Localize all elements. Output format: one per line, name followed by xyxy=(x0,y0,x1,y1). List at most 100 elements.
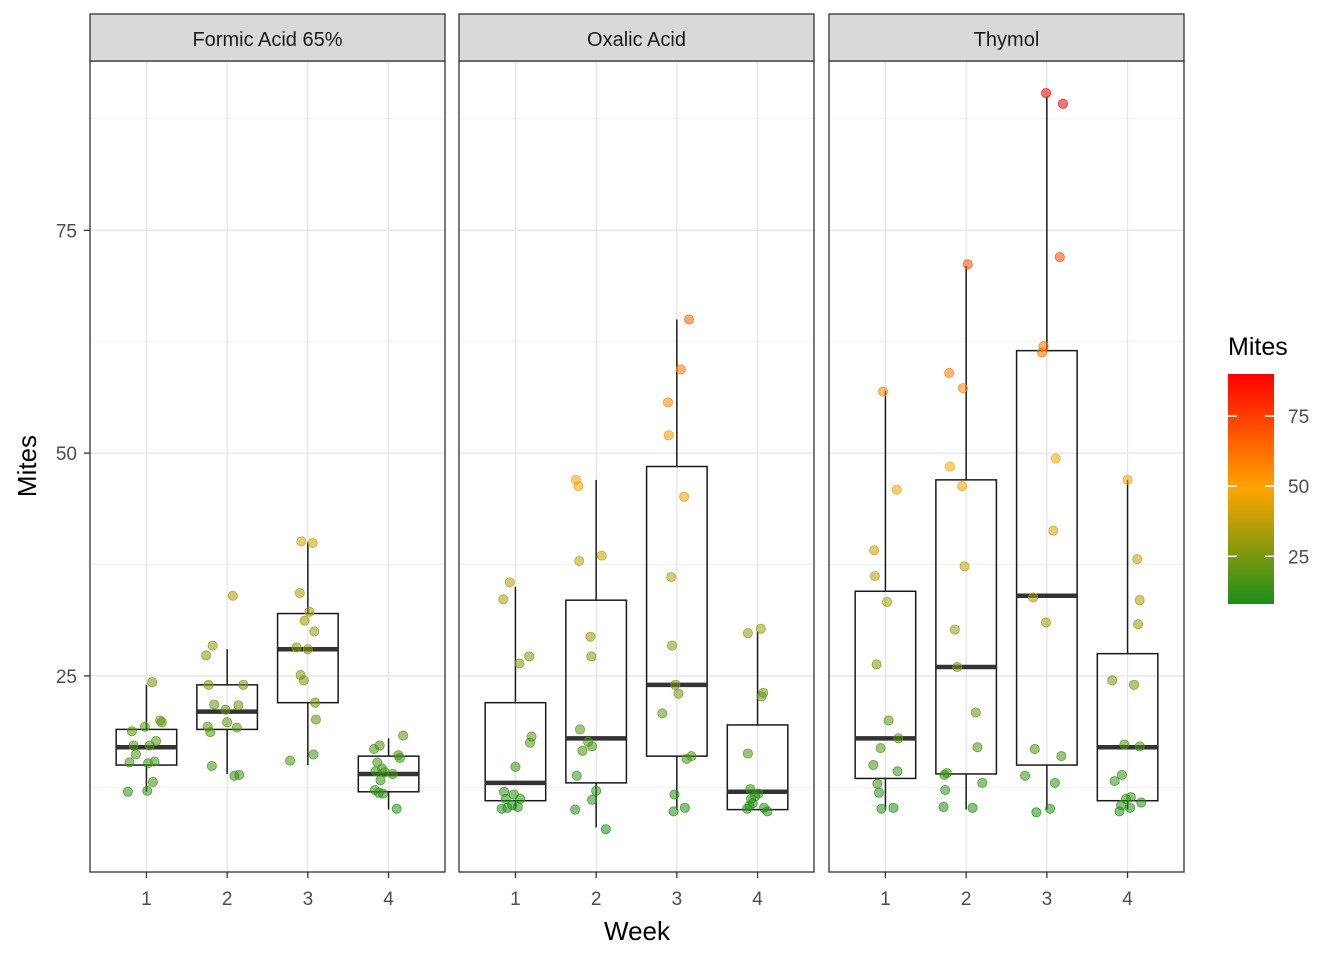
data-point xyxy=(591,785,602,796)
facet-strip xyxy=(89,13,446,62)
y-axis-title: Mites xyxy=(12,435,42,497)
data-point xyxy=(587,794,598,805)
box-iqr xyxy=(726,724,789,811)
data-point xyxy=(398,730,409,741)
box-iqr xyxy=(935,479,998,775)
data-point xyxy=(310,714,321,725)
data-point xyxy=(668,806,679,817)
data-point xyxy=(1125,792,1136,803)
box-iqr xyxy=(645,465,708,757)
x-tick-label: 4 xyxy=(1122,889,1133,910)
data-point xyxy=(307,538,318,549)
data-point xyxy=(585,631,596,642)
data-point xyxy=(309,626,320,637)
box-week-3 xyxy=(1015,96,1078,810)
data-point xyxy=(374,740,385,751)
data-point xyxy=(1058,98,1069,109)
data-point xyxy=(122,786,133,797)
data-point xyxy=(375,775,386,786)
facet-strip-label: Oxalic Acid xyxy=(587,29,686,51)
data-point xyxy=(207,640,218,651)
data-point xyxy=(962,259,973,270)
data-point xyxy=(524,651,535,662)
data-point xyxy=(949,624,960,635)
data-point xyxy=(310,697,321,708)
x-tick-label: 4 xyxy=(383,889,394,910)
data-point xyxy=(126,726,137,737)
x-tick-label: 2 xyxy=(961,889,972,910)
data-point xyxy=(231,722,242,733)
data-point xyxy=(504,577,515,588)
data-point xyxy=(142,785,153,796)
data-point xyxy=(972,742,983,753)
data-point xyxy=(1028,592,1039,603)
data-point xyxy=(882,596,893,607)
panel: Oxalic Acid 1 2 3 4 xyxy=(458,13,815,910)
box-week-1 xyxy=(484,586,547,810)
data-point xyxy=(1048,525,1059,536)
data-point xyxy=(1124,802,1135,813)
facet-strip xyxy=(458,13,815,62)
data-point xyxy=(959,561,970,572)
data-point xyxy=(970,707,981,718)
data-point xyxy=(1122,474,1133,485)
box-iqr xyxy=(854,590,917,780)
data-point xyxy=(227,590,238,601)
data-point xyxy=(977,777,988,788)
data-point xyxy=(883,715,894,726)
data-point xyxy=(203,679,214,690)
data-point xyxy=(573,481,584,492)
data-point xyxy=(498,594,509,605)
box-iqr xyxy=(196,684,259,731)
data-point xyxy=(391,803,402,814)
data-point xyxy=(686,751,697,762)
data-point xyxy=(666,572,677,583)
data-point xyxy=(941,768,952,779)
data-point xyxy=(149,756,160,767)
data-point xyxy=(1133,619,1144,630)
data-point xyxy=(304,606,315,617)
legend-tick-label: 75 xyxy=(1288,407,1309,428)
data-point xyxy=(1119,739,1130,750)
data-point xyxy=(938,801,949,812)
y-axis: 25 50 75 xyxy=(56,221,90,688)
data-point xyxy=(679,491,690,502)
data-point xyxy=(220,704,231,715)
data-point xyxy=(940,785,951,796)
data-point xyxy=(669,789,680,800)
data-point xyxy=(296,536,307,547)
data-point xyxy=(957,383,968,394)
data-point xyxy=(876,803,887,814)
data-point xyxy=(586,651,597,662)
data-point xyxy=(205,727,216,738)
data-point xyxy=(526,731,537,742)
data-point xyxy=(872,778,883,789)
x-tick-label: 1 xyxy=(141,889,152,910)
box-week-2 xyxy=(565,479,628,828)
data-point xyxy=(1132,554,1143,565)
box-iqr xyxy=(1015,349,1078,766)
data-point xyxy=(957,481,968,492)
box-week-2 xyxy=(935,265,998,810)
data-point xyxy=(515,793,526,804)
y-tick-label: 25 xyxy=(56,667,77,688)
x-tick-label: 4 xyxy=(752,889,763,910)
data-point xyxy=(1107,675,1118,686)
data-point xyxy=(233,700,244,711)
data-point xyxy=(1054,252,1065,263)
x-axis-title: Week xyxy=(604,916,671,946)
legend-colorbar xyxy=(1228,374,1274,604)
data-point xyxy=(742,628,753,639)
data-point xyxy=(1038,341,1049,352)
data-point xyxy=(510,761,521,772)
data-point xyxy=(1134,595,1145,606)
x-tick-label: 3 xyxy=(1042,889,1053,910)
data-point xyxy=(139,721,150,732)
data-point xyxy=(308,749,319,760)
y-tick-label: 50 xyxy=(56,444,77,465)
data-point xyxy=(596,550,607,561)
data-point xyxy=(762,806,773,817)
data-point xyxy=(967,802,978,813)
data-point xyxy=(206,760,217,771)
data-point xyxy=(945,461,956,472)
